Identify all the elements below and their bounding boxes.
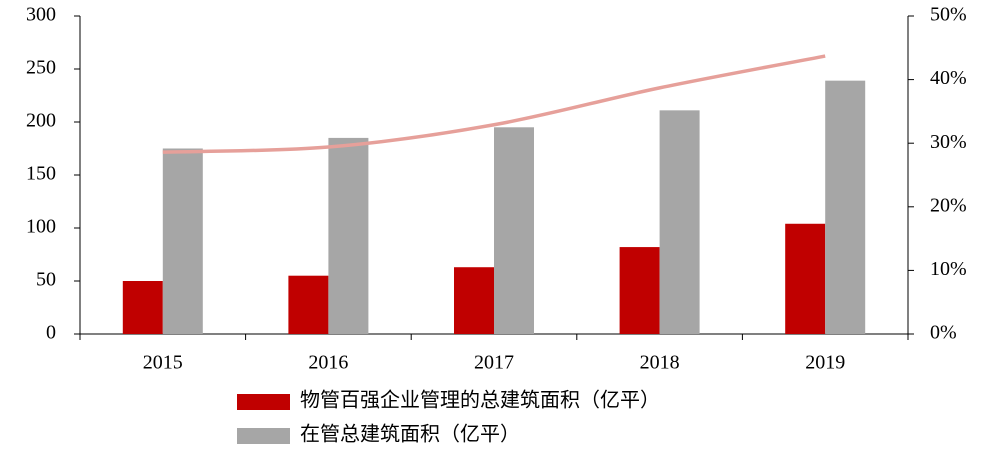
- y-tick-label: 0: [46, 322, 56, 344]
- bar: [785, 223, 826, 334]
- x-tick-label: 2016: [308, 352, 348, 374]
- line: [162, 54, 826, 154]
- bar: [122, 281, 163, 334]
- x-tick-label: 2015: [143, 352, 183, 374]
- y2-tick-label: 30%: [930, 131, 967, 153]
- y-tick-label: 50: [36, 269, 56, 291]
- y-tick-label: 150: [26, 163, 56, 185]
- bar: [494, 127, 534, 334]
- y2-tick-label: 10%: [930, 258, 967, 280]
- bar: [328, 137, 369, 334]
- y-tick-label: 300: [26, 4, 56, 26]
- y2-tick-label: 20%: [930, 194, 967, 216]
- legend-swatch: [237, 394, 290, 410]
- x-tick-label: 2019: [805, 352, 845, 374]
- y-tick-label: 200: [26, 110, 56, 132]
- legend-label: 在管总建筑面积（亿平）: [300, 423, 520, 446]
- y-tick-label: 250: [26, 57, 56, 79]
- y2-tick-label: 0%: [930, 322, 957, 344]
- bar: [288, 275, 329, 334]
- y2-tick-label: 50%: [930, 4, 967, 26]
- bar: [825, 80, 866, 334]
- y2-tick-label: 40%: [930, 67, 967, 89]
- x-tick-label: 2018: [640, 352, 680, 374]
- legend-swatch: [237, 428, 290, 444]
- x-tick-label: 2017: [474, 352, 514, 374]
- legend-label: 物管百强企业管理的总建筑面积（亿平）: [300, 389, 660, 412]
- bar: [454, 267, 494, 334]
- bar: [659, 110, 700, 334]
- y-tick-label: 100: [26, 216, 56, 238]
- bar: [162, 148, 203, 334]
- bar: [619, 247, 660, 334]
